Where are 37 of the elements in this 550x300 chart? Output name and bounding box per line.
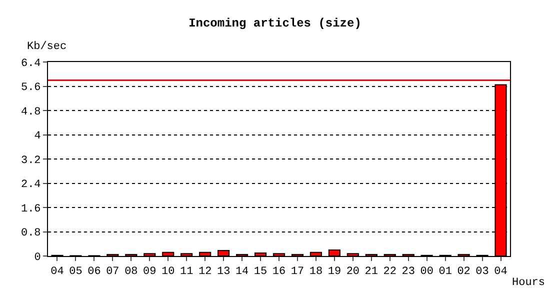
x-tick-label: 08 [124, 266, 138, 278]
x-tick-label: 19 [328, 266, 342, 278]
x-axis-title: Hours [512, 277, 546, 289]
x-tick-label: 17 [290, 266, 304, 278]
x-tick-label: 22 [383, 266, 396, 278]
y-axis-title: Kb/sec [27, 41, 67, 53]
y-tick-label: 4.8 [20, 106, 41, 118]
y-tick-label: 6.4 [20, 58, 42, 70]
x-tick-label: 11 [180, 266, 194, 278]
x-tick-label: 00 [420, 266, 434, 278]
x-tick-label: 20 [346, 266, 360, 278]
x-tick-label: 02 [457, 266, 470, 278]
x-tick-label: 13 [216, 266, 230, 278]
x-tick-label: 10 [162, 266, 175, 278]
x-tick-label: 06 [88, 266, 101, 278]
x-tick-label: 18 [309, 266, 323, 278]
x-tick-label: 15 [254, 266, 268, 278]
chart-title: Incoming articles (size) [188, 16, 362, 30]
y-tick-label: 5.6 [20, 82, 41, 94]
x-tick-label: 21 [364, 266, 378, 278]
x-tick-label: 12 [198, 266, 212, 278]
x-tick-label: 07 [106, 266, 120, 278]
x-tick-label: 16 [272, 266, 286, 278]
x-tick-label: 04 [50, 266, 64, 278]
x-tick-label: 04 [494, 266, 508, 278]
x-tick-label: 01 [438, 266, 452, 278]
y-tick-label: 3.2 [20, 154, 41, 167]
y-tick-label: 0.8 [20, 228, 41, 240]
x-tick-label: 05 [69, 266, 82, 278]
y-tick-label: 2.4 [20, 179, 42, 192]
x-tick-label: 23 [402, 266, 415, 278]
x-tick-label: 14 [235, 266, 250, 278]
y-tick-label: 0 [34, 252, 41, 264]
x-tick-label: 09 [143, 266, 156, 278]
y-tick-label: 1.6 [20, 203, 41, 216]
y-tick-label: 4 [34, 130, 42, 143]
x-tick-label: 03 [476, 266, 489, 278]
